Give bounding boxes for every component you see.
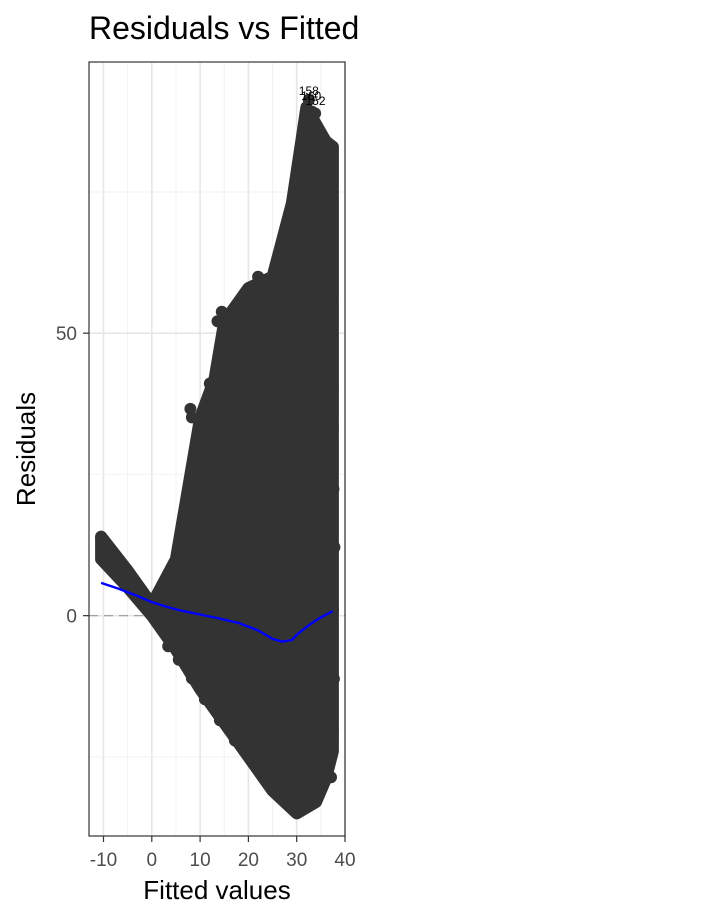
- chart-title: Residuals vs Fitted: [89, 10, 359, 46]
- scatter-point: [327, 672, 340, 685]
- scatter-point: [156, 604, 169, 617]
- y-tick-label: 0: [66, 607, 77, 628]
- scatter-point: [261, 770, 274, 783]
- scatter-point: [198, 404, 211, 417]
- scatter-point: [198, 693, 211, 706]
- scatter-point: [302, 93, 315, 106]
- scatter-point: [182, 555, 194, 568]
- scatter-point: [99, 551, 112, 564]
- scatter-point: [185, 411, 198, 424]
- scatter-point: [113, 560, 126, 573]
- scatter-point: [213, 714, 226, 727]
- x-tick-label: 0: [147, 850, 158, 871]
- scatter-point: [228, 734, 241, 747]
- scatter-point: [318, 209, 331, 222]
- scatter-point: [326, 383, 339, 396]
- y-axis-title: Residuals: [11, 392, 41, 506]
- scatter-point: [288, 193, 301, 206]
- outlier-label: 160: [301, 89, 321, 103]
- scatter-point: [187, 514, 200, 527]
- x-axis-ticks: -10 0 10 20 30 40: [90, 836, 356, 871]
- scatter-point: [323, 349, 336, 362]
- scatter-point: [211, 315, 224, 328]
- scatter-point: [244, 751, 257, 764]
- smooth-line: [100, 581, 334, 643]
- smooth-lines: [100, 581, 334, 643]
- scatter-point: [324, 141, 336, 154]
- scatter-point: [327, 483, 340, 496]
- x-tick-label: 30: [286, 850, 307, 871]
- scatter-point: [293, 796, 306, 809]
- x-tick-label: 20: [238, 850, 259, 871]
- scatter-point: [185, 672, 198, 685]
- scatter-point: [321, 263, 334, 276]
- scatter-point: [297, 180, 309, 193]
- scatter-point: [325, 296, 338, 309]
- scatter-point: [215, 305, 228, 318]
- scatter-point: [277, 779, 290, 792]
- scatter-point: [162, 640, 175, 653]
- scatter-point: [326, 422, 339, 435]
- scatter-point: [172, 653, 185, 666]
- x-tick-label: 10: [190, 850, 211, 871]
- scatter-point: [252, 270, 265, 283]
- plot-panel-border: [88, 61, 346, 837]
- scatter-point: [203, 377, 216, 390]
- scatter-point: [320, 162, 333, 175]
- scatter-point: [191, 493, 204, 506]
- scatter-point: [313, 235, 326, 248]
- scatter-point: [326, 724, 339, 737]
- x-tick-label: 40: [334, 850, 355, 871]
- y-axis-ticks: 0 50: [56, 324, 89, 628]
- outlier-label: 158: [299, 84, 319, 98]
- scatter-point: [309, 107, 322, 120]
- x-axis-title: Fitted values: [143, 875, 290, 905]
- scatter-point: [303, 791, 316, 803]
- scatter-point: [281, 268, 293, 281]
- outlier-label: 152: [305, 94, 325, 108]
- scatter-point: [328, 541, 341, 554]
- y-tick-label: 50: [56, 324, 77, 345]
- scatter-point: [295, 160, 308, 172]
- x-tick-label: -10: [90, 850, 117, 871]
- scatter-point: [236, 340, 249, 353]
- scatter-point: [317, 764, 330, 777]
